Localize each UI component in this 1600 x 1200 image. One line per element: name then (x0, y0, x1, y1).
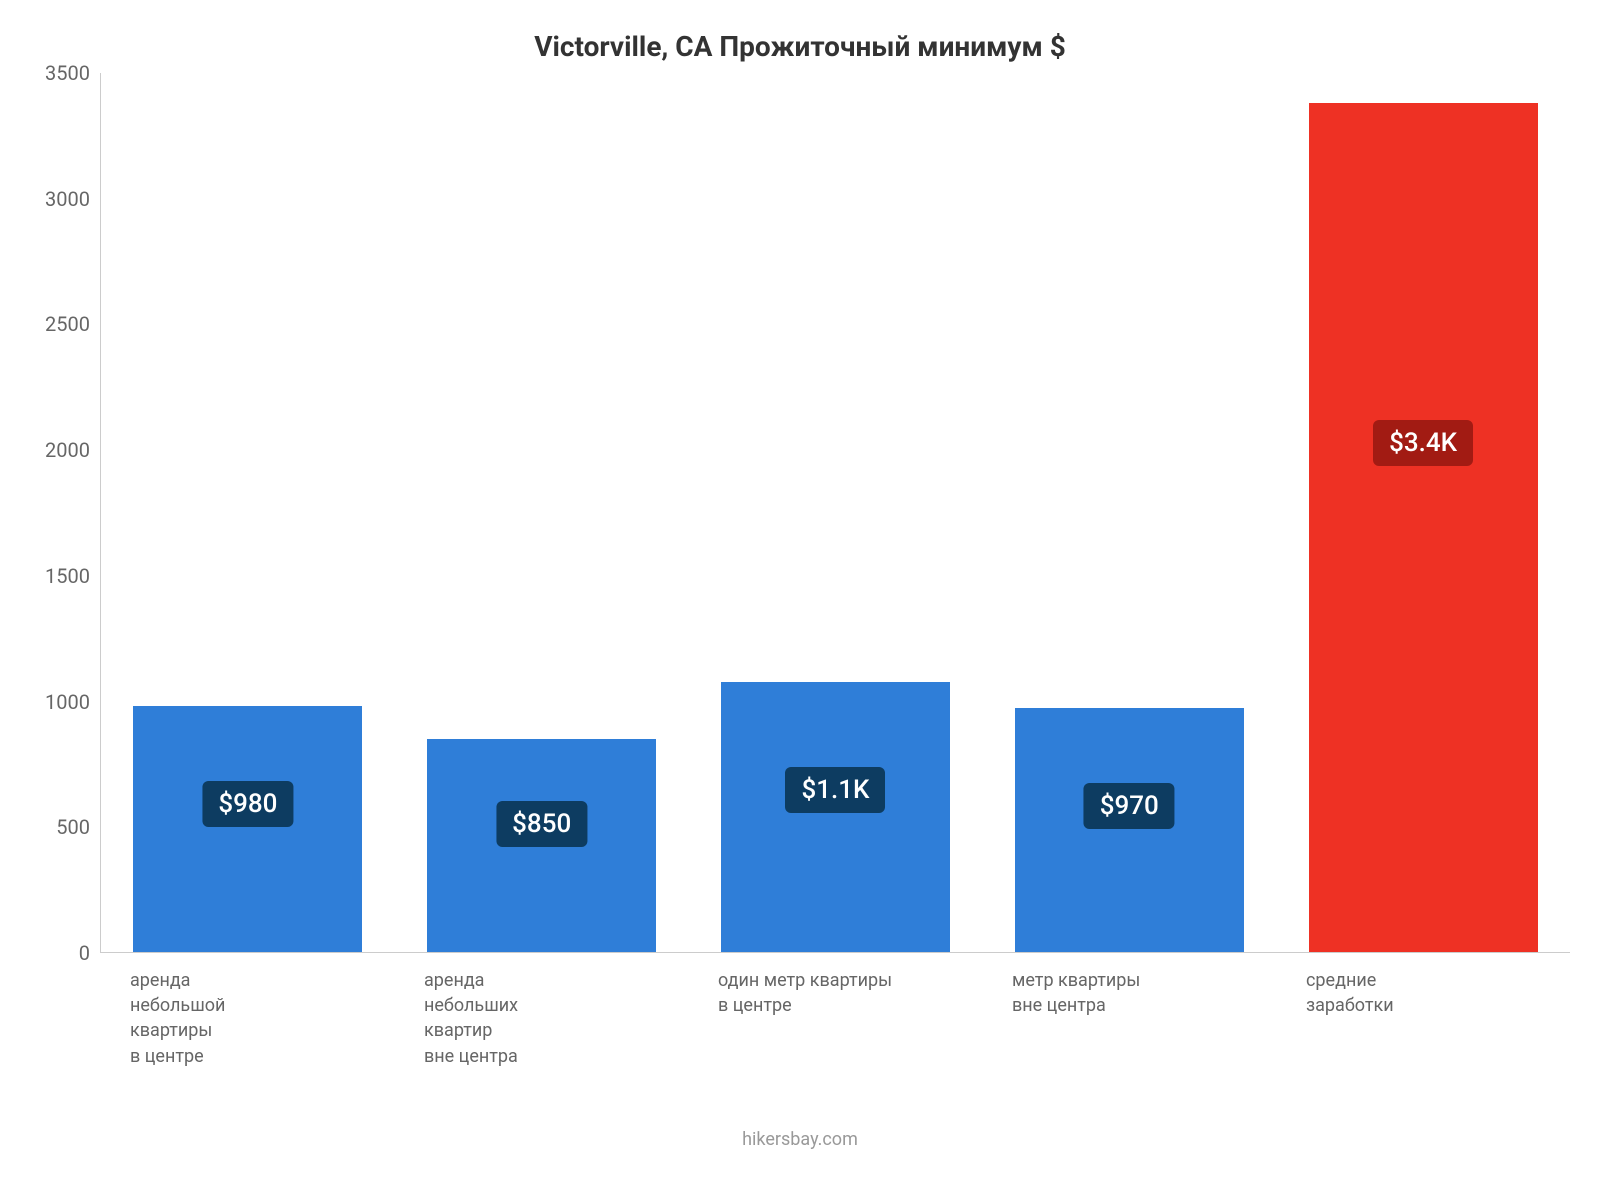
bar: $1.1K (721, 682, 950, 952)
bar: $3.4K (1309, 103, 1538, 952)
x-slot: средние заработки (1276, 968, 1570, 1069)
chart-title: Victorville, CA Прожиточный минимум $ (30, 30, 1570, 63)
bar: $980 (133, 706, 362, 952)
y-tick: 1500 (45, 564, 90, 588)
x-label: аренда небольших квартир вне центра (424, 968, 668, 1069)
y-tick: 2500 (45, 312, 90, 336)
y-tick: 2000 (45, 438, 90, 462)
bars-layer: $980 $850 $1.1K $970 $3.4K (101, 73, 1570, 952)
bar-slot: $850 (395, 73, 689, 952)
y-tick: 500 (56, 815, 90, 839)
bar-slot: $1.1K (689, 73, 983, 952)
plot-area: $980 $850 $1.1K $970 $3.4K (100, 73, 1570, 953)
x-slot: аренда небольшой квартиры в центре (100, 968, 394, 1069)
y-tick: 0 (79, 941, 90, 965)
bar-slot: $970 (982, 73, 1276, 952)
bar: $850 (427, 739, 656, 952)
x-label: метр квартиры вне центра (1012, 968, 1256, 1018)
chart-footer: hikersbay.com (30, 1129, 1570, 1150)
y-axis: 0500100015002000250030003500 (30, 73, 100, 953)
value-badge: $850 (496, 801, 587, 847)
value-badge: $1.1K (785, 767, 885, 813)
x-slot: метр квартиры вне центра (982, 968, 1276, 1069)
value-badge: $970 (1084, 783, 1175, 829)
x-label: аренда небольшой квартиры в центре (130, 968, 374, 1069)
y-tick: 1000 (45, 690, 90, 714)
y-tick: 3500 (45, 61, 90, 85)
y-tick: 3000 (45, 187, 90, 211)
x-slot: аренда небольших квартир вне центра (394, 968, 688, 1069)
value-badge: $980 (202, 781, 293, 827)
bar-slot: $3.4K (1276, 73, 1570, 952)
x-axis: аренда небольшой квартиры в центре аренда… (100, 968, 1570, 1069)
x-label: один метр квартиры в центре (718, 968, 962, 1018)
value-badge: $3.4K (1373, 420, 1473, 466)
x-label: средние заработки (1306, 968, 1550, 1018)
bar: $970 (1015, 708, 1244, 952)
plot-row: 0500100015002000250030003500 $980$850$1.… (30, 73, 1570, 953)
bar-slot: $980 (101, 73, 395, 952)
x-slot: один метр квартиры в центре (688, 968, 982, 1069)
chart-container: Victorville, CA Прожиточный минимум $ 0 5… (0, 0, 1600, 1200)
